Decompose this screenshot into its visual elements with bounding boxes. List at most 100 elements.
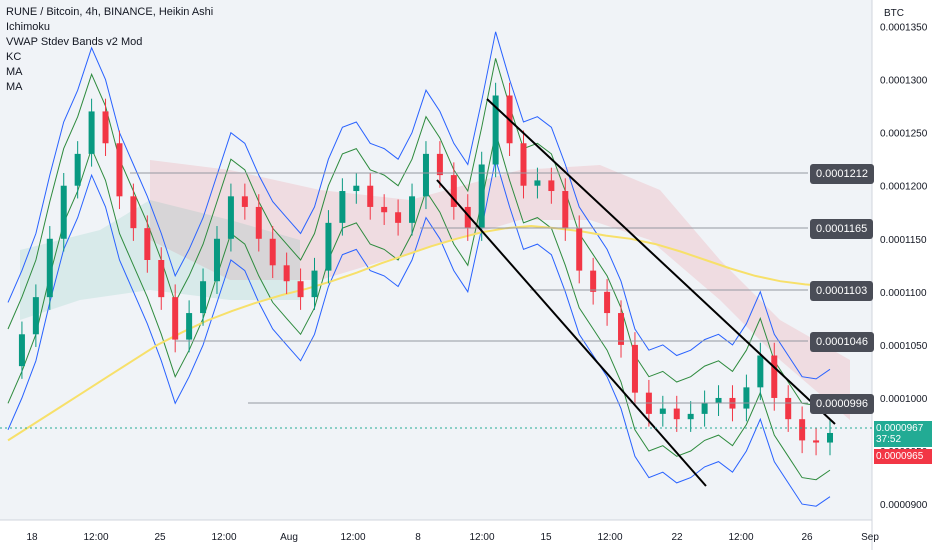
candle-body[interactable]: [631, 344, 638, 393]
x-tick-label: 25: [154, 532, 166, 543]
y-tick-label: 0.0001050: [880, 341, 928, 352]
candle-body[interactable]: [241, 196, 248, 207]
candle-body[interactable]: [813, 440, 820, 443]
candle-body[interactable]: [659, 408, 666, 414]
candle-body[interactable]: [715, 397, 722, 404]
candle-body[interactable]: [172, 297, 179, 340]
x-tick-label: 8: [415, 532, 421, 543]
kc-upper-band: [7, 31, 831, 380]
candle-body[interactable]: [200, 281, 207, 314]
candle-body[interactable]: [464, 206, 471, 229]
legend-indicator-ichimoku[interactable]: Ichimoku: [6, 21, 51, 33]
last-price-value: 0.0000967: [876, 423, 924, 434]
candle-body[interactable]: [381, 206, 388, 213]
y-tick-label: 0.0001150: [880, 235, 927, 246]
legend-indicator-vwap[interactable]: VWAP Stdev Bands v2 Mod: [6, 36, 143, 48]
candle-body[interactable]: [283, 265, 290, 282]
candle-body[interactable]: [436, 153, 443, 176]
price-level-tag[interactable]: 0.0001103: [810, 281, 874, 301]
y-tick-label: 0.0000900: [880, 500, 928, 511]
candle-body[interactable]: [46, 238, 53, 298]
y-tick-label: 0.0001350: [880, 23, 928, 34]
trend-line-lower[interactable]: [436, 179, 707, 487]
x-tick-label: 12:00: [469, 532, 494, 543]
legend-symbol[interactable]: RUNE / Bitcoin, 4h, BINANCE, Heikin Ashi: [6, 6, 214, 18]
candle-body[interactable]: [576, 228, 583, 271]
x-tick-label: 26: [801, 532, 813, 543]
candle-body[interactable]: [102, 111, 109, 144]
candle-body[interactable]: [130, 196, 137, 229]
candle-body[interactable]: [492, 95, 499, 165]
candle-body[interactable]: [269, 238, 276, 266]
candle-body[interactable]: [757, 355, 764, 388]
candle-body[interactable]: [422, 153, 429, 197]
bar-countdown: 37:52: [876, 434, 902, 445]
x-tick-label: 18: [26, 532, 38, 543]
vwap-lower-band: [7, 132, 831, 481]
y-tick-label: 0.0001300: [880, 76, 928, 87]
candle-body[interactable]: [478, 164, 485, 229]
candle-body[interactable]: [520, 143, 527, 186]
candle-body[interactable]: [325, 222, 332, 271]
candle-body[interactable]: [311, 270, 318, 298]
candle-body[interactable]: [618, 313, 625, 345]
candle-body[interactable]: [18, 334, 25, 367]
candle-body[interactable]: [771, 355, 778, 398]
x-tick-label: 12:00: [211, 532, 236, 543]
kc-lower-band: [7, 159, 831, 507]
candle-body[interactable]: [409, 196, 416, 223]
trend-line-upper[interactable]: [486, 98, 836, 425]
ma-line: [7, 224, 831, 442]
candle-body[interactable]: [785, 397, 792, 420]
candle-body[interactable]: [353, 185, 360, 192]
x-tick-label: 15: [540, 532, 552, 543]
candle-body[interactable]: [88, 111, 95, 154]
candle-body[interactable]: [116, 143, 123, 197]
candle-body[interactable]: [534, 180, 541, 186]
legend-indicator-ma-1[interactable]: MA: [6, 66, 23, 78]
candle-body[interactable]: [186, 313, 193, 340]
y-tick-label: 0.0001100: [880, 288, 927, 299]
candle-body[interactable]: [548, 180, 555, 192]
candle-body[interactable]: [32, 297, 39, 335]
candle-body[interactable]: [158, 260, 165, 298]
chart-legend: RUNE / Bitcoin, 4h, BINANCE, Heikin Ashi…: [6, 5, 213, 95]
candle-body[interactable]: [604, 291, 611, 314]
candle-body[interactable]: [687, 413, 694, 420]
candle-body[interactable]: [213, 238, 220, 282]
candle-body[interactable]: [701, 403, 708, 414]
x-tick-label: 12:00: [83, 532, 108, 543]
price-level-tag[interactable]: 0.0000996: [810, 394, 874, 414]
x-tick-label: Aug: [280, 532, 298, 543]
legend-indicator-ma-2[interactable]: MA: [6, 81, 23, 93]
candle-body[interactable]: [339, 191, 346, 223]
candle-body[interactable]: [450, 175, 457, 207]
x-tick-label: 12:00: [340, 532, 365, 543]
x-tick-label: 12:00: [597, 532, 622, 543]
candle-body[interactable]: [799, 419, 806, 441]
candle-body[interactable]: [395, 212, 402, 223]
legend-indicator-kc[interactable]: KC: [6, 51, 22, 63]
candle-body[interactable]: [562, 191, 569, 229]
candle-body[interactable]: [227, 196, 234, 239]
currency-label: BTC: [884, 8, 904, 19]
candle-body[interactable]: [827, 432, 833, 443]
price-level-tag[interactable]: 0.0001165: [810, 219, 874, 239]
candle-body[interactable]: [297, 281, 304, 298]
candle-body[interactable]: [367, 185, 374, 207]
price-level-tag[interactable]: 0.0001212: [810, 164, 874, 184]
vwap-upper-band: [7, 58, 831, 406]
y-tick-label: 0.0001250: [880, 129, 928, 140]
candle-body[interactable]: [743, 387, 750, 409]
candle-body[interactable]: [590, 270, 597, 292]
price-level-tag[interactable]: 0.0001046: [810, 332, 874, 352]
candle-body[interactable]: [60, 185, 67, 239]
candle-body[interactable]: [144, 228, 151, 260]
x-tick-label: 12:00: [728, 532, 753, 543]
y-tick-label: 0.0001200: [880, 182, 928, 193]
candle-body[interactable]: [255, 206, 262, 239]
candle-body[interactable]: [74, 153, 81, 186]
candle-body[interactable]: [673, 408, 680, 420]
